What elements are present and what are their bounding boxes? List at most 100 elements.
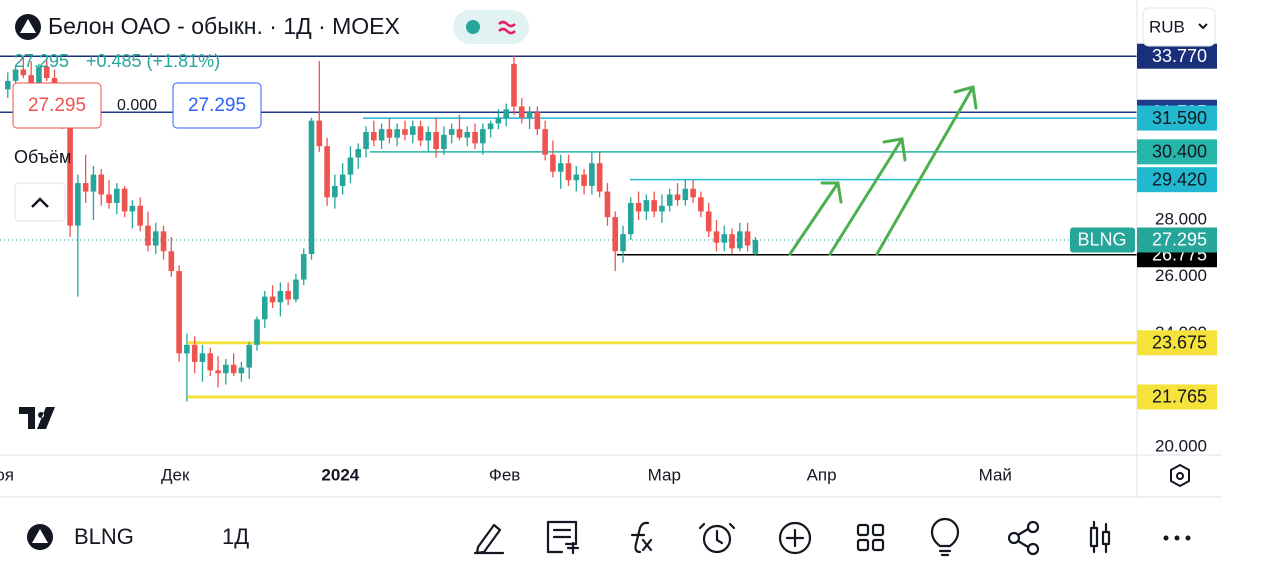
candle-body: [191, 344, 198, 362]
candle-body: [332, 185, 338, 198]
x-tick-label: Дек: [161, 465, 190, 484]
candle-body: [565, 163, 572, 181]
candle-body: [90, 174, 97, 192]
candle-body: [293, 279, 299, 300]
candle-body: [114, 188, 120, 203]
collapse-icon: [31, 197, 49, 208]
candle-body: [75, 183, 81, 226]
candle-body: [246, 344, 253, 368]
layout-icon[interactable]: [856, 523, 870, 537]
legend-price: 27.295: [14, 51, 69, 71]
legend-change: +0.485 (+1.81%): [86, 51, 220, 71]
candle-body: [573, 174, 580, 181]
candle-body: [215, 370, 221, 374]
level-label: 31.590: [1152, 108, 1207, 128]
level-label: 33.770: [1152, 46, 1207, 66]
y-tick-label: 28.000: [1155, 209, 1207, 228]
candle-body: [721, 234, 728, 243]
axes: 20.00024.00026.00028.000ояДек2024ФевМарА…: [0, 43, 1217, 484]
ideas-icon[interactable]: [930, 517, 960, 557]
candle-body: [184, 344, 190, 354]
toolbar-interval[interactable]: 1Д: [222, 524, 249, 549]
candle-body: [371, 131, 377, 141]
level-tag: [1137, 43, 1217, 69]
settings-icon[interactable]: [1170, 463, 1190, 488]
candle-body: [121, 188, 128, 212]
candle-body: [300, 254, 307, 280]
candle-body: [674, 194, 681, 201]
last-price-tag: [1137, 227, 1217, 253]
candle-body: [347, 157, 354, 175]
candle-body: [752, 239, 759, 254]
candle-body: [456, 129, 463, 138]
more-icon[interactable]: [1163, 535, 1191, 541]
candle-body: [518, 106, 525, 118]
sell-button[interactable]: [12, 82, 102, 129]
candle-body: [285, 290, 291, 300]
alert-icon[interactable]: [702, 524, 732, 554]
candle-body: [269, 296, 276, 303]
x-tick-label: Фев: [489, 465, 520, 484]
settings-icon-center: [1176, 472, 1184, 480]
candle-body: [355, 149, 362, 158]
candle-body: [604, 191, 611, 218]
buy-button[interactable]: [172, 82, 262, 129]
candle-body: [417, 126, 424, 141]
status-pill[interactable]: [453, 10, 529, 44]
candle-body: [82, 183, 89, 192]
symbol-tag-label: BLNG: [1077, 230, 1126, 250]
candle-body: [433, 131, 439, 150]
candle-body: [464, 131, 471, 138]
candle-body: [425, 131, 432, 141]
indicator-icon[interactable]: [630, 521, 653, 554]
candle-body: [402, 129, 408, 135]
candle-body: [152, 231, 159, 246]
candle-body: [386, 129, 393, 138]
candle-body: [316, 120, 323, 147]
currency-button[interactable]: [1142, 7, 1216, 47]
delayed-icon: [498, 20, 516, 35]
candle-body: [223, 364, 229, 374]
candle-body: [176, 271, 182, 354]
candle-body: [363, 131, 369, 150]
collapse-button[interactable]: [14, 182, 66, 222]
candle-body: [238, 367, 245, 374]
candle-body: [480, 129, 486, 144]
x-tick-label: Май: [979, 465, 1012, 484]
candle-body: [690, 188, 696, 198]
sell-price: 27.295: [28, 95, 86, 116]
candle-body: [277, 290, 284, 303]
candle-body: [495, 117, 502, 124]
symbol-title[interactable]: Белон ОАО - обыкн. · 1Д · MOEX: [48, 13, 400, 39]
candle-body: [409, 126, 416, 135]
x-tick-label: Апр: [807, 465, 837, 484]
candle-body: [737, 231, 743, 249]
candle-body: [729, 234, 735, 249]
candle-body: [643, 200, 650, 212]
candle-body: [542, 129, 548, 155]
candle-body: [503, 109, 509, 118]
last-price-label: 27.295: [1152, 230, 1207, 250]
buy-price: 27.295: [188, 95, 246, 116]
share-icon[interactable]: [1007, 531, 1021, 545]
note-icon[interactable]: [546, 520, 580, 555]
candle-body: [698, 197, 704, 212]
candle-body: [378, 129, 385, 141]
candle-body: [628, 202, 634, 235]
candle-body: [651, 200, 657, 212]
draw-icon[interactable]: [473, 523, 505, 555]
candle-body: [526, 112, 533, 118]
candle-body: [620, 234, 626, 252]
candle-body: [145, 225, 151, 246]
toolbar-logo-mark: [32, 529, 48, 543]
symbol-logo-mark: [20, 19, 36, 33]
candle-body: [511, 63, 517, 107]
candle-body: [682, 188, 689, 201]
toolbar-symbol[interactable]: BLNG: [74, 524, 134, 549]
currency-chevron: [1198, 23, 1208, 30]
plot-area: [0, 55, 1137, 402]
candle-body: [67, 123, 73, 226]
candle-body: [581, 174, 587, 186]
add-icon[interactable]: [778, 521, 812, 555]
